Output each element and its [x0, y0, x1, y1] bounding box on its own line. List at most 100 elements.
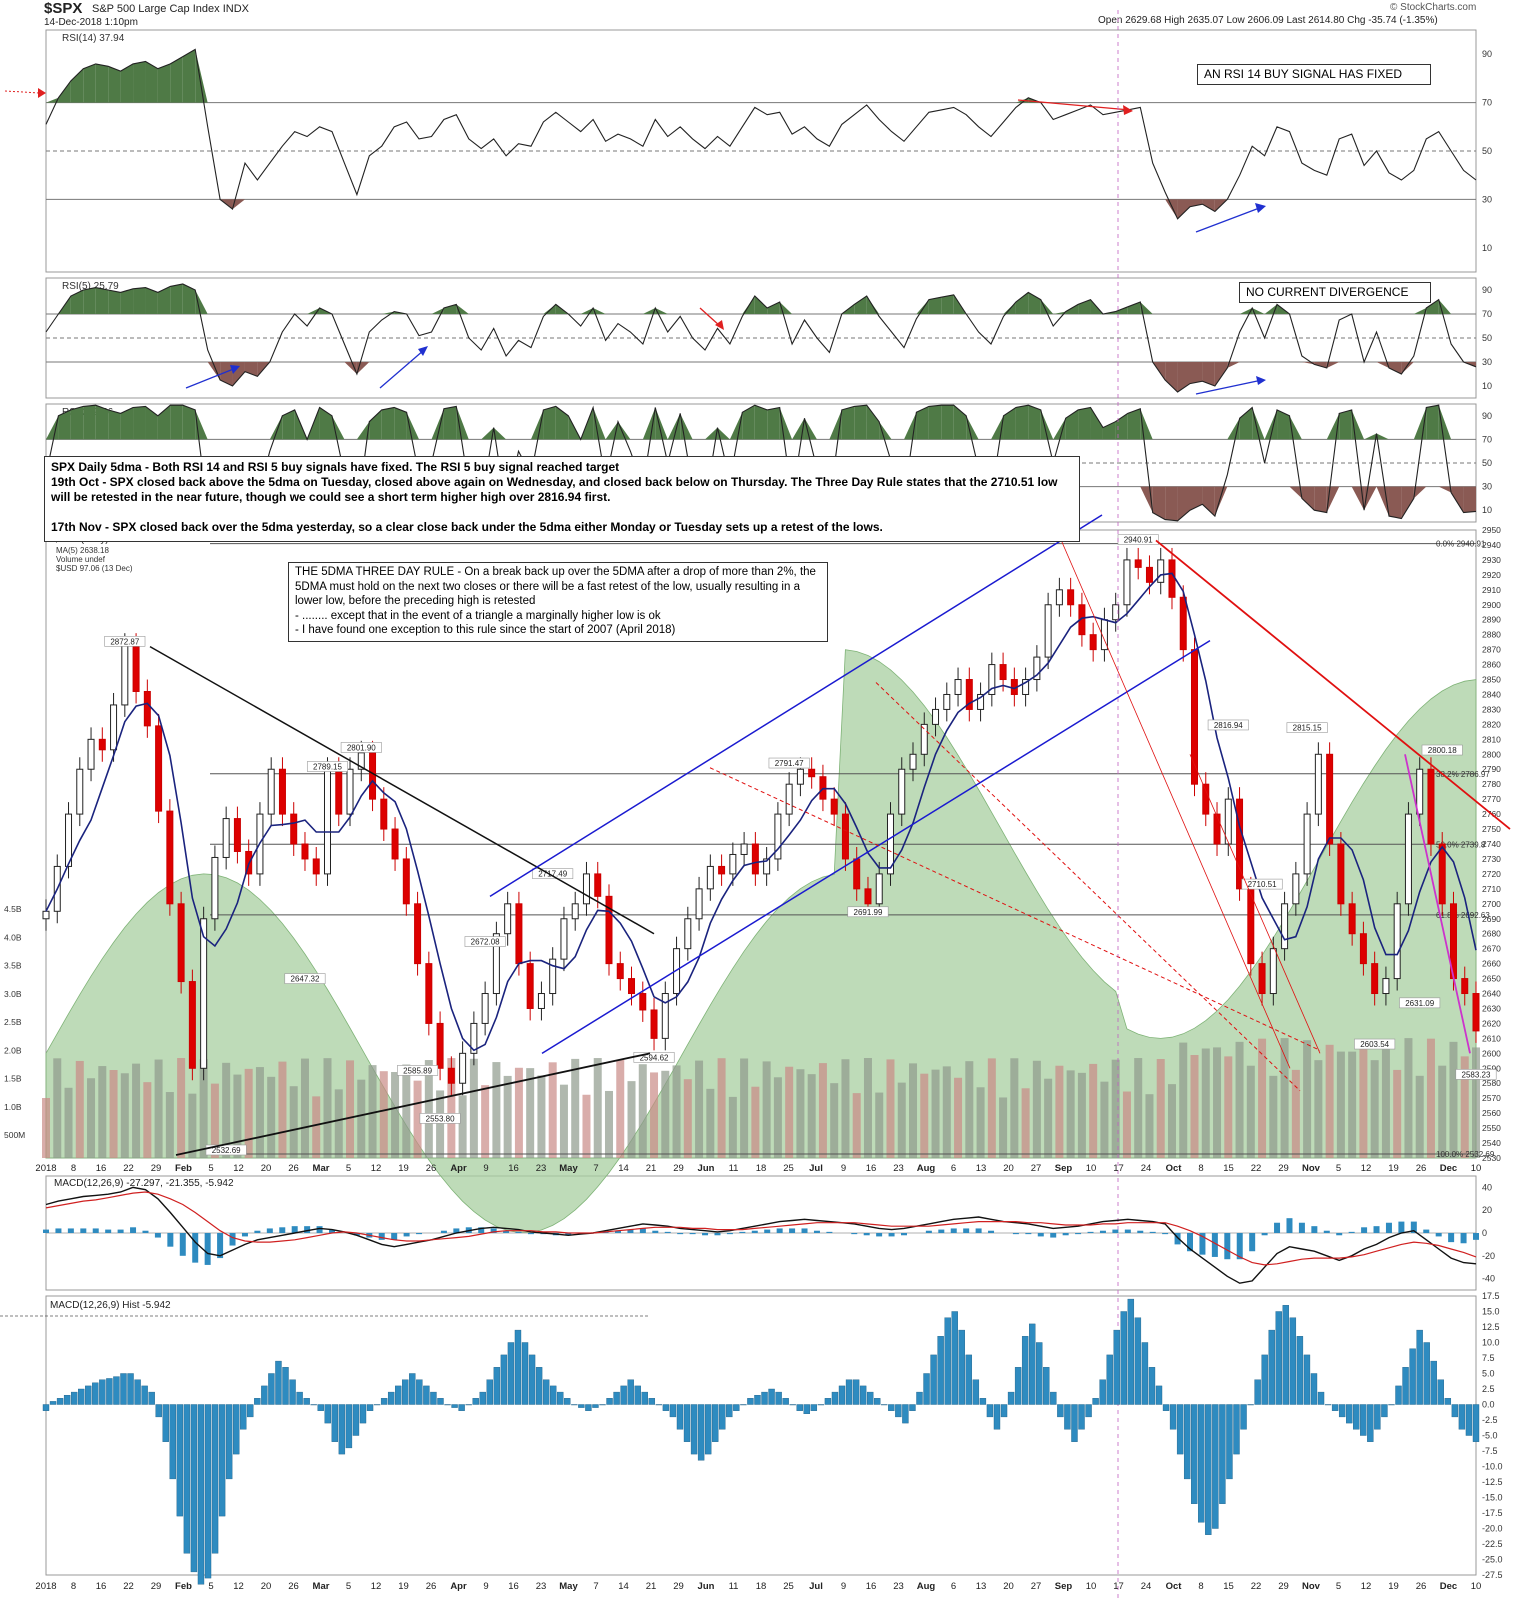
hist-bar — [1331, 1404, 1339, 1411]
macd-hist-bar — [925, 1230, 932, 1233]
rsi5-oversold-fill — [1190, 362, 1203, 384]
hist-bar — [1162, 1404, 1170, 1411]
x-axis-label-bottom: 25 — [783, 1581, 794, 1592]
rsi14-annotation: AN RSI 14 BUY SIGNAL HAS FIXED — [1197, 64, 1431, 85]
candle-body — [706, 865, 714, 890]
candle-body — [549, 958, 557, 995]
price-tick: 2600 — [1482, 1048, 1501, 1058]
volume-bar — [886, 1059, 895, 1158]
x-axis-label-bottom: Aug — [917, 1581, 936, 1592]
volume-bar — [830, 1083, 839, 1158]
volume-bar — [64, 1087, 73, 1158]
candle-body — [155, 725, 163, 812]
candle-body — [1112, 604, 1120, 621]
price-label-box — [397, 1065, 439, 1076]
price-label-box — [464, 936, 506, 947]
hist-bar — [296, 1391, 303, 1405]
price-tick: 2950 — [1482, 525, 1501, 535]
hist-bar — [909, 1404, 916, 1411]
macd-hist-bar — [1298, 1222, 1305, 1233]
hist-bar — [944, 1317, 951, 1405]
hist-bar — [768, 1388, 775, 1405]
hist-bar — [380, 1398, 388, 1405]
hist-bar — [1183, 1404, 1191, 1480]
main-legend-item: MA(5) 2638.18 — [56, 546, 109, 555]
rsi2-overbought-fill — [1252, 407, 1265, 440]
volume-bar — [300, 1058, 309, 1158]
candle-body — [796, 768, 804, 785]
macd-hist-bar — [938, 1229, 945, 1233]
rsi2-overbought-fill — [394, 407, 407, 440]
hist-tick: -5.0 — [1482, 1431, 1498, 1441]
hist-bar — [1036, 1342, 1043, 1405]
volume-bar — [593, 1058, 602, 1158]
panel-frame-hist — [45, 1295, 1477, 1576]
hist-bar — [662, 1404, 670, 1411]
rsi2-overbought-fill — [1102, 421, 1116, 440]
candle-body — [954, 679, 962, 695]
macd-hist-bar — [801, 1228, 808, 1233]
candle-body — [1202, 783, 1210, 815]
volume-bar — [424, 1060, 433, 1158]
price-tick: 2660 — [1482, 959, 1501, 969]
x-axis-label-bottom: 17 — [1113, 1581, 1124, 1592]
volume-bar — [1179, 1042, 1188, 1158]
rsi5-title: RSI(5) 25.79 — [62, 281, 119, 292]
macd-hist-bar — [664, 1231, 671, 1233]
hist-bar — [409, 1373, 416, 1405]
x-axis-label-bottom: 16 — [96, 1581, 107, 1592]
hist-bar — [726, 1404, 733, 1418]
rsi5-overbought-fill — [70, 290, 84, 314]
rsi2-overbought-fill — [1376, 433, 1389, 440]
price-tick: 2620 — [1482, 1018, 1501, 1028]
candle-body — [481, 993, 489, 1024]
volume-bar — [1449, 1041, 1458, 1158]
hist-bar — [986, 1404, 994, 1418]
candle-body — [414, 903, 422, 965]
hist-bar — [902, 1404, 909, 1424]
volume-bar — [1224, 1056, 1233, 1158]
stockcharts-logo: © StockCharts.com — [1390, 2, 1477, 13]
hist-bar — [444, 1404, 451, 1406]
macd-hist-bar — [888, 1233, 895, 1237]
x-axis-label: Sep — [1055, 1163, 1073, 1174]
rsi2-overbought-fill — [866, 405, 880, 440]
hist-tick: -25.0 — [1482, 1555, 1503, 1565]
price-label: 2815.15 — [1293, 724, 1322, 733]
rsi2-oversold-fill — [1438, 486, 1452, 493]
rsi5-tick: 70 — [1482, 309, 1492, 319]
candle-body — [1337, 843, 1345, 905]
volume-bar — [143, 1082, 152, 1158]
x-axis-label: 8 — [71, 1163, 76, 1174]
volume-bar — [120, 1073, 129, 1158]
volume-tick: 2.0B — [4, 1045, 22, 1055]
hist-tick: 0.0 — [1482, 1400, 1495, 1410]
rsi14-divergence-arrow — [1123, 105, 1133, 115]
x-axis-label-bottom: 12 — [233, 1581, 244, 1592]
macd-hist-bar — [204, 1233, 211, 1265]
rsi14-oversold-fill — [1165, 199, 1178, 219]
rsi2-overbought-fill — [369, 409, 382, 440]
black-downtrend-line — [149, 645, 655, 935]
volume-tick: 1.5B — [4, 1074, 22, 1084]
candle-body — [1236, 798, 1244, 890]
rsi5-oversold-fill — [1227, 362, 1240, 368]
hist-bar — [303, 1398, 310, 1405]
macd-tick: 40 — [1482, 1182, 1492, 1192]
hist-bar — [1465, 1404, 1473, 1436]
price-tick: 2540 — [1482, 1138, 1501, 1148]
hist-bar — [979, 1398, 987, 1405]
rsi2-oversold-fill — [1152, 486, 1166, 520]
candle-body — [1269, 948, 1277, 995]
x-axis-label: 13 — [976, 1163, 987, 1174]
rsi2-overbought-fill — [120, 407, 134, 440]
x-axis-label: Jul — [809, 1163, 823, 1174]
candle-body — [290, 813, 298, 845]
rsi2-overbought-fill — [543, 406, 556, 440]
volume-bar — [616, 1059, 625, 1158]
rsi2-overbought-fill — [555, 406, 569, 440]
hist-bar — [472, 1398, 479, 1405]
volume-bar — [717, 1058, 726, 1158]
price-label-box — [104, 636, 146, 647]
rsi2-overbought-fill — [1040, 409, 1054, 440]
